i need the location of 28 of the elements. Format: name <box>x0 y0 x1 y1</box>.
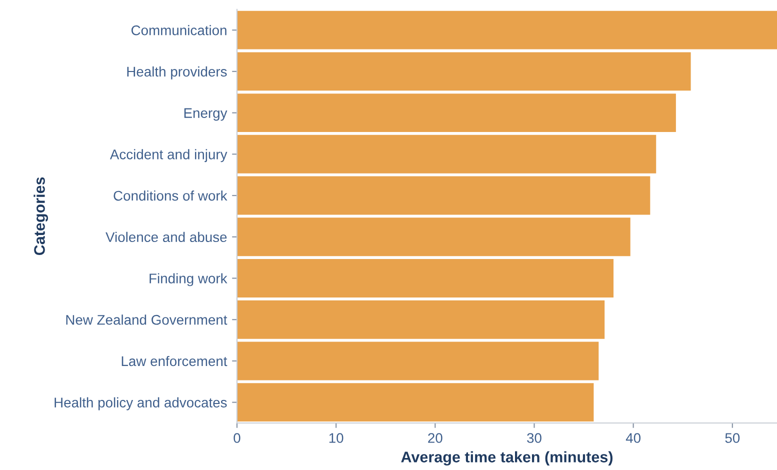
y-tick-label: Energy <box>184 108 228 121</box>
x-tick-label: 50 <box>725 433 740 443</box>
bar <box>236 218 630 256</box>
bar <box>236 259 614 298</box>
y-tick-label: Violence and abuse <box>106 232 227 242</box>
y-tick-label: Health providers <box>127 66 227 80</box>
bar <box>236 94 676 132</box>
y-tick-label: Conditions of work <box>114 190 228 201</box>
y-tick-label: Accident and injury <box>110 149 228 162</box>
bar <box>236 52 691 91</box>
bar <box>236 300 605 339</box>
y-tick-label: New Zealand Government <box>66 314 228 325</box>
x-tick-label: 40 <box>626 433 641 443</box>
x-tick-label: 10 <box>329 433 344 443</box>
y-tick-label: Communication <box>131 25 226 36</box>
bar <box>236 134 656 174</box>
bar <box>236 383 594 422</box>
bar <box>236 176 650 215</box>
y-axis-title: Categories <box>34 177 48 256</box>
y-tick-label: Law enforcement <box>122 356 228 366</box>
x-axis-title: Average time taken (minutes) <box>401 451 613 466</box>
x-tick-label: 20 <box>428 433 442 443</box>
y-tick-label: Health policy and advocates <box>54 397 227 410</box>
x-tick-label: 0 <box>234 433 240 443</box>
bar <box>236 342 599 380</box>
bar <box>236 10 777 50</box>
x-tick-label: 30 <box>527 433 542 443</box>
y-tick-label: Finding work <box>150 273 228 286</box>
